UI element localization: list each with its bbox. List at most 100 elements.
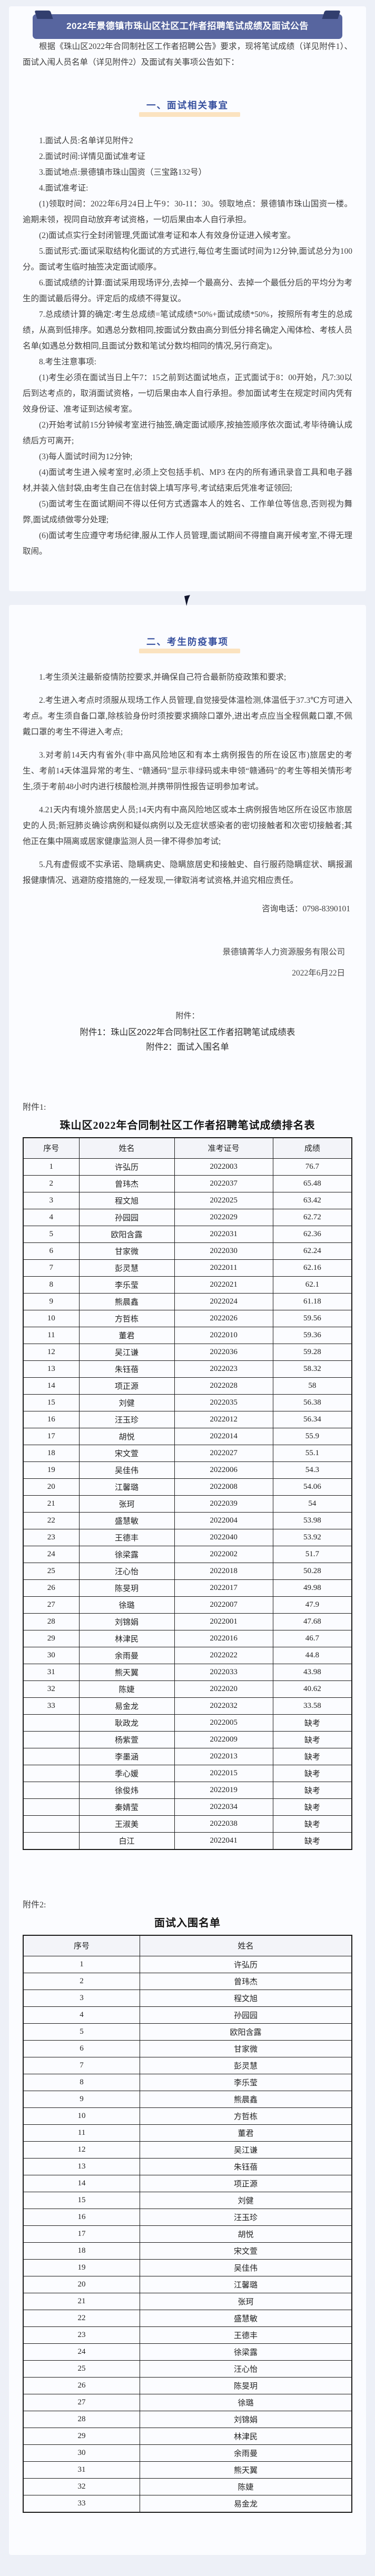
table-row: 14 项正源 2022028 58 [23,1377,352,1395]
table-row: 13 朱钰蓓 [23,2157,352,2175]
table-cell: 4 [23,2006,141,2024]
table-cell: 50.28 [272,1562,352,1580]
table-cell: 62.24 [272,1242,352,1260]
table-cell: 15 [23,1394,80,1411]
table-cell: 江馨璐 [78,1478,175,1496]
table-cell [23,1815,80,1833]
table-cell: 缺考 [272,1815,352,1833]
table-row: 20 江馨璐 [23,2275,352,2293]
table-row: 11 董君 [23,2124,352,2142]
table-cell [23,1730,80,1748]
attachments-index-item2: 附件2：面试入围名单 [146,1042,229,1052]
table-cell: 刘健 [78,1394,175,1411]
table-cell: 2022040 [174,1528,273,1546]
table-cell: 8 [23,1276,80,1294]
table-row: 2 曾玮杰 2022037 65.48 [23,1175,352,1192]
table-cell: 2022020 [174,1680,273,1698]
table-cell: 林津民 [78,1629,175,1647]
table-cell: 汪玉珍 [78,1410,175,1428]
table-row: 33 易金龙 [23,2494,352,2513]
table-cell: 王德丰 [140,2326,352,2344]
table-row: 31 熊天翼 2022033 43.98 [23,1663,352,1681]
issuer-signature: 景德镇菁华人力资源服务有限公司 [222,947,345,957]
table-row: 3 程文旭 2022025 63.42 [23,1191,352,1209]
table-row: 25 汪心怡 [23,2360,352,2378]
table-cell: 徐梁露 [140,2343,352,2361]
table-cell [23,1747,80,1765]
table-cell: 耿政龙 [78,1714,175,1732]
table-cell: 缺考 [272,1747,352,1765]
table-cell: 19 [23,2259,141,2276]
table-row: 17 胡悦 2022014 55.9 [23,1427,352,1445]
body-paragraph: 2.面试时间:详情见面试准考证 [39,152,145,161]
table-row: 15 刘健 [23,2191,352,2209]
table-cell: 31 [23,2461,141,2479]
table-row: 3 程文旭 [23,1989,352,2007]
table-cell: 曾玮杰 [140,1972,352,1990]
table-cell: 胡悦 [78,1427,175,1445]
table-cell: 陈婕 [140,2478,352,2495]
table-cell: 2022022 [174,1646,273,1664]
table-cell: 22 [23,2309,141,2327]
table-cell: 2022035 [174,1394,273,1411]
table-cell: 程文旭 [140,1989,352,2007]
table-cell: 62.36 [272,1225,352,1243]
table-cell: 彭灵慧 [140,2056,352,2074]
table-cell: 李乐莹 [78,1276,175,1294]
table-cell: 2022033 [174,1663,273,1681]
table-cell: 熊天翼 [78,1663,175,1681]
table-cell: 2022034 [174,1798,273,1816]
table-cell: 汪心怡 [78,1562,175,1580]
body-paragraph: (5)面试考生在面试期间不得以任何方式透露本人的姓名、工作单位等信息,否则视为舞… [23,499,352,524]
table-cell: 2 [23,1972,141,1990]
table-cell: 许弘历 [78,1158,175,1176]
table-row: 20 江馨璐 2022008 54.06 [23,1478,352,1496]
table-cell: 9 [23,1292,80,1310]
body-paragraph: 1.考生须关注最新疫情防控要求,并确保自己符合最新防疫政策和要求; [39,672,287,682]
table-cell: 刘锦娟 [140,2410,352,2428]
table-cell: 54.06 [272,1478,352,1496]
attachments-index: 附件： 附件1：珠山区2022年合同制社区工作者招聘笔试成绩表 附件2：面试入围… [23,1010,352,1052]
table-cell: 6 [23,1242,80,1260]
table-row: 21 张珂 [23,2292,352,2310]
table-cell: 林津民 [140,2427,352,2445]
table-cell: 33 [23,2494,141,2513]
table-cell [23,1832,80,1850]
table-row: 26 陈旻玥 [23,2376,352,2394]
table-cell: 47.9 [272,1596,352,1614]
table-cell: 陈旻玥 [140,2376,352,2394]
section2-body: 1.考生须关注最新疫情防控要求,并确保自己符合最新防疫政策和要求; 2.考生进入考… [23,670,352,889]
mouse-cursor-icon [184,594,192,606]
table-cell [23,1798,80,1816]
table-cell: 2022010 [174,1326,273,1344]
table-cell: 9 [23,2090,141,2108]
table-row: 6 甘家微 [23,2040,352,2057]
table-cell: 白江 [78,1832,175,1850]
body-paragraph: 5.面试形式:面试采取结构化面试的方式进行,每位考生面试时间为12分钟,面试总分… [23,246,352,272]
table-cell: 欧阳含露 [78,1225,175,1243]
table-cell: 14 [23,1377,80,1395]
table-cell: 季心媛 [78,1764,175,1782]
table-cell: 53.92 [272,1528,352,1546]
table-cell: 汪玉珍 [140,2208,352,2226]
table-cell: 2022011 [174,1259,273,1277]
ribbon-notch-left-icon [34,11,53,19]
table-cell: 19 [23,1461,80,1479]
body-paragraph: 5.凡有虚假或不实承诺、隐瞒病史、隐瞒旅居史和接触史、自行服药隐瞒症状、瞒报漏报… [23,860,352,885]
table-cell: 2022026 [174,1309,273,1327]
table-cell: 盛慧敏 [140,2309,352,2327]
table-cell: 陈婕 [78,1680,175,1698]
table-cell: 易金龙 [140,2494,352,2513]
table-cell: 18 [23,2242,141,2260]
body-paragraph: 6.面试成绩的计算:面试采用现场评分,去掉一个最高分、去掉一个最低分后的平均分为… [23,278,352,303]
interview-shortlist-table: 序号 姓名 1 许弘历 2 曾玮杰 3 程文旭 4 孙园园 5 欧阳含露 6 甘家微 7 彭灵慧 8 李乐莹 9 熊… [23,1934,352,2513]
body-paragraph: (1)领取时间：2022年6月24日上午9：30-11：30。领取地点：景德镇市… [23,199,352,224]
table-row: 24 徐梁露 2022002 51.7 [23,1545,352,1563]
table-cell: 30 [23,1646,80,1664]
epidemic-and-attachments-card: 二、考生防疫事项 1.考生须关注最新疫情防控要求,并确保自己符合最新防疫政策和要… [9,604,366,2555]
table-row: 14 项正源 [23,2174,352,2192]
table-cell: 2022038 [174,1815,273,1833]
column-header: 成绩 [272,1137,352,1159]
table-cell: 23 [23,1528,80,1546]
